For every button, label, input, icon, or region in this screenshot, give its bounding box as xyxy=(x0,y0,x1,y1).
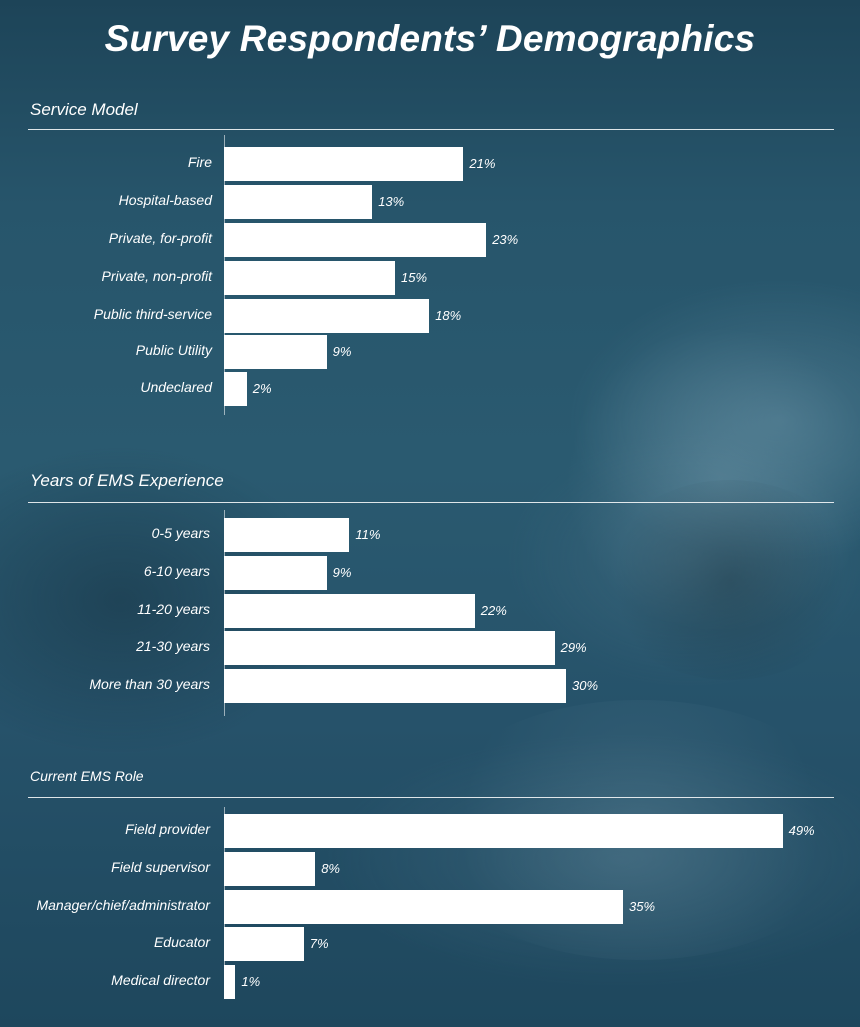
chart-title: Current EMS Role xyxy=(30,768,144,784)
bar xyxy=(224,852,316,886)
bar xyxy=(224,814,783,848)
category-label: Undeclared xyxy=(140,379,212,395)
bar xyxy=(224,965,236,999)
value-label: 2% xyxy=(252,381,272,396)
bar xyxy=(224,890,623,924)
bar xyxy=(224,185,373,219)
bar xyxy=(224,669,566,703)
category-label: Hospital-based xyxy=(118,192,212,208)
value-label: 18% xyxy=(435,308,462,323)
category-label: 0-5 years xyxy=(151,525,210,541)
category-label: Field provider xyxy=(125,821,210,837)
section-divider xyxy=(28,502,834,503)
category-label: Manager/chief/administrator xyxy=(36,897,210,913)
value-label: 13% xyxy=(378,194,405,209)
value-label: 23% xyxy=(492,232,519,247)
category-label: 11-20 years xyxy=(137,601,210,617)
value-label: 29% xyxy=(560,640,587,655)
value-label: 7% xyxy=(309,936,329,951)
category-label: Educator xyxy=(153,934,210,950)
category-label: Public Utility xyxy=(135,342,212,358)
category-label: 21-30 years xyxy=(136,638,210,654)
category-label: 6-10 years xyxy=(143,563,210,579)
section-divider xyxy=(28,797,834,798)
value-label: 8% xyxy=(321,861,340,876)
bar xyxy=(224,299,430,333)
bar xyxy=(224,372,247,406)
category-label: Private, for-profit xyxy=(108,230,212,246)
page-title: Survey Respondents’ Demographics xyxy=(104,18,756,59)
value-label: 9% xyxy=(332,565,352,580)
value-label: 22% xyxy=(480,603,507,618)
category-label: Field supervisor xyxy=(111,859,210,875)
category-label: Public third-service xyxy=(93,306,212,322)
bar xyxy=(224,147,464,181)
value-label: 9% xyxy=(332,344,352,359)
bar xyxy=(224,556,327,590)
value-label: 21% xyxy=(469,156,496,171)
section-divider xyxy=(28,129,834,130)
background-photo-shape xyxy=(600,480,860,680)
category-label: Fire xyxy=(187,154,212,170)
background-photo-shape xyxy=(560,330,860,630)
chart-title: Years of EMS Experience xyxy=(30,471,224,490)
value-label: 30% xyxy=(572,678,599,693)
bar xyxy=(224,631,555,665)
bar xyxy=(224,927,304,961)
bar xyxy=(224,261,395,295)
value-label: 49% xyxy=(788,823,815,838)
category-label: Medical director xyxy=(111,972,210,988)
category-label: More than 30 years xyxy=(89,676,210,692)
bar xyxy=(224,518,350,552)
category-label: Private, non-profit xyxy=(101,268,213,284)
value-label: 15% xyxy=(401,270,428,285)
bar xyxy=(224,335,327,369)
chart-title: Service Model xyxy=(30,100,138,119)
bar xyxy=(224,223,487,257)
bar xyxy=(224,594,475,628)
value-label: 11% xyxy=(355,527,381,542)
value-label: 1% xyxy=(241,974,261,989)
value-label: 35% xyxy=(629,899,656,914)
